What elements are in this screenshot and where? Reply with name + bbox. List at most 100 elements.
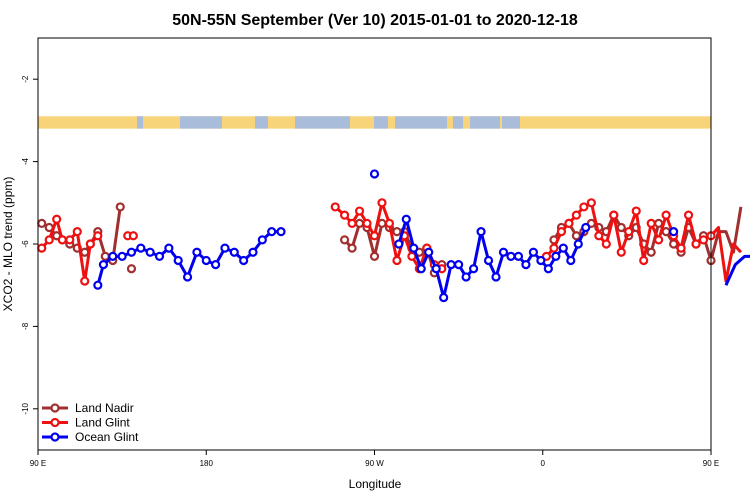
data-point: [354, 218, 365, 228]
data-point: [347, 218, 357, 228]
data-point: [384, 218, 395, 228]
x-tick-label: 0: [541, 459, 546, 468]
data-point: [44, 235, 54, 245]
data-point: [566, 255, 576, 266]
data-point: [551, 251, 561, 261]
y-tick-label: -10: [21, 402, 30, 414]
data-point: [661, 227, 671, 237]
data-point: [339, 210, 350, 220]
data-point: [354, 206, 365, 216]
data-point: [80, 247, 90, 257]
data-point: [117, 251, 127, 261]
data-point: [416, 264, 426, 274]
data-point: [65, 235, 75, 245]
data-point: [594, 231, 604, 241]
x-tick-label: 90 E: [30, 459, 46, 468]
data-point: [491, 272, 501, 282]
data-point: [330, 202, 340, 212]
data-point: [220, 243, 230, 253]
y-axis-label: XCO2 - MLO trend (ppm): [1, 177, 15, 312]
data-point: [691, 239, 701, 249]
data-point: [528, 247, 539, 257]
data-point: [498, 247, 509, 257]
data-point: [115, 202, 125, 212]
data-point: [564, 218, 574, 228]
x-axis-label: Longitude: [349, 477, 402, 491]
x-axis: 90 E 180 90 W 0 90 E: [30, 450, 719, 468]
x-tick-label: 90 E: [703, 459, 719, 468]
data-point: [37, 243, 47, 253]
data-point: [581, 222, 591, 233]
strip-ocean-2: [255, 116, 268, 129]
data-point: [52, 214, 62, 224]
legend-label: Ocean Glint: [75, 430, 139, 444]
data-point: [454, 260, 464, 270]
data-point: [468, 264, 479, 274]
data-point: [506, 251, 516, 261]
data-point: [93, 231, 103, 241]
data-point: [409, 243, 419, 253]
series-ocean-glint: [93, 169, 750, 303]
data-point: [57, 235, 67, 245]
data-point: [126, 247, 137, 257]
data-point: [669, 227, 679, 237]
data-point: [257, 235, 267, 245]
data-point: [136, 243, 146, 253]
data-point: [431, 264, 441, 274]
data-point: [543, 264, 553, 274]
data-point: [579, 202, 589, 212]
data-point: [401, 214, 411, 224]
data-point: [571, 231, 582, 241]
data-point: [571, 210, 582, 220]
x-tick-label: 180: [200, 459, 214, 468]
data-point: [248, 247, 258, 257]
data-point: [192, 247, 202, 257]
y-tick-label: -6: [21, 240, 30, 248]
data-point: [654, 218, 664, 228]
data-point: [646, 218, 656, 228]
series-land-glint: [37, 198, 743, 286]
chart-title: 50N-55N September (Ver 10) 2015-01-01 to…: [172, 12, 578, 29]
data-point: [476, 227, 486, 237]
data-point: [182, 272, 193, 282]
legend-marker: [50, 403, 60, 413]
data-point: [369, 251, 380, 261]
data-point: [377, 218, 387, 228]
data-point: [483, 255, 494, 266]
data-point: [601, 239, 611, 249]
data-point: [609, 210, 619, 220]
land-ocean-strip: [38, 116, 711, 129]
data-point: [446, 260, 456, 270]
y-tick-label: -2: [21, 75, 30, 83]
data-point: [145, 247, 155, 257]
strip-ocean-6: [453, 116, 463, 129]
data-point: [646, 247, 656, 257]
data-point: [654, 235, 664, 245]
data-point: [698, 235, 709, 245]
data-point: [98, 260, 109, 270]
data-point: [461, 272, 471, 282]
data-point: [229, 247, 239, 257]
data-point: [424, 247, 434, 257]
strip-ocean-1: [180, 116, 222, 129]
data-point: [661, 210, 671, 220]
data-point: [624, 227, 634, 237]
data-point: [108, 251, 118, 261]
data-point: [639, 255, 649, 266]
data-point: [586, 198, 596, 208]
data-point: [128, 231, 138, 241]
y-axis: -10 -8 -6 -4 -2: [21, 75, 38, 415]
series-layer: [37, 169, 750, 303]
data-point: [536, 255, 546, 266]
data-point: [369, 169, 380, 179]
data-point: [513, 251, 524, 261]
legend-label: Land Glint: [75, 416, 130, 430]
strip-ocean-4: [374, 116, 388, 129]
strip-ocean-0: [137, 116, 143, 129]
strip-ocean-7: [470, 116, 500, 129]
data-point: [439, 292, 449, 303]
data-point: [616, 222, 626, 233]
legend-marker: [50, 432, 60, 442]
